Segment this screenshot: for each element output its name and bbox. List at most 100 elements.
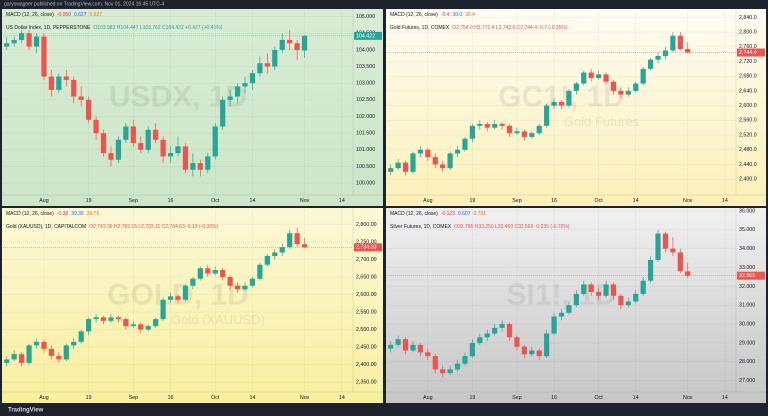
panel-background	[2, 9, 383, 206]
candle-body	[153, 319, 159, 327]
candle-body	[685, 271, 691, 276]
candle-body	[596, 292, 602, 296]
candle-body	[506, 125, 513, 134]
candle-body	[11, 39, 17, 44]
macd-value: -0.123	[441, 211, 455, 217]
y-tick-label: 2,650.00	[356, 274, 377, 280]
candle-body	[603, 284, 609, 296]
candle-body	[588, 72, 594, 79]
candle-body	[108, 317, 114, 321]
candle-body	[175, 146, 181, 154]
y-tick-label: 2,480.0	[739, 147, 757, 153]
candle-body	[499, 124, 505, 126]
candle-body	[234, 285, 241, 290]
candle-body	[264, 255, 270, 265]
candle-body	[33, 36, 40, 47]
macd-value: -0.050	[57, 12, 71, 18]
x-tick-label: Oct	[595, 198, 604, 204]
candle-body	[100, 317, 107, 321]
y-tick-label: 2,720.0	[739, 59, 757, 65]
candle-body	[402, 339, 409, 351]
candle-body	[662, 233, 669, 249]
x-tick-label: Oct	[211, 395, 220, 401]
candle-body	[160, 139, 166, 157]
candle-body	[544, 105, 550, 126]
y-tick-label: 2,500.00	[356, 327, 377, 333]
candle-body	[440, 369, 446, 374]
candle-body	[4, 359, 10, 363]
x-tick-label: 16	[168, 395, 174, 401]
candle-body	[160, 299, 166, 320]
macd-header: MACD (12, 26, close) -0.4 36.0 36.4	[390, 12, 475, 18]
candle-body	[227, 277, 233, 286]
candle-body	[138, 324, 144, 330]
candle-body	[93, 119, 99, 134]
candle-body	[242, 83, 248, 87]
candle-body	[257, 63, 263, 74]
x-tick-label: 14	[250, 395, 256, 401]
candle-body	[41, 341, 47, 349]
y-tick-label: 103.500	[356, 64, 375, 70]
candle-body	[596, 74, 602, 79]
symbol-header: Gold Futures, 1D, COMEX O2,754.0 H2,772.4…	[390, 25, 568, 31]
y-tick-label: 2,800.0	[739, 29, 757, 35]
candle-body	[190, 163, 196, 170]
x-tick-label: Nov	[683, 395, 693, 401]
candle-body	[63, 76, 69, 80]
candle-body	[272, 252, 278, 256]
x-tick-label: Aug	[39, 395, 48, 401]
x-tick-label: 16	[551, 395, 557, 401]
candle-body	[625, 90, 631, 95]
candle-body	[410, 153, 416, 172]
y-tick-label: 27.000	[739, 378, 755, 384]
candle-body	[33, 341, 40, 346]
candle-body	[551, 316, 557, 334]
candle-body	[41, 36, 47, 77]
x-tick-label: Nov	[300, 198, 310, 204]
macd-value: 39.39	[71, 211, 84, 217]
candle-body	[205, 268, 211, 274]
candle-body	[454, 363, 461, 370]
y-tick-label: 100.500	[356, 164, 375, 170]
x-tick-label: 14	[633, 198, 639, 204]
candle-body	[48, 348, 55, 356]
candle-body	[610, 284, 617, 296]
price-tag-label: 32.565	[739, 273, 755, 279]
candle-body	[529, 350, 535, 355]
candle-body	[11, 354, 17, 360]
candle-body	[492, 124, 498, 128]
y-tick-label: 2,700.00	[356, 257, 377, 263]
candle-body	[425, 352, 431, 357]
candle-body	[182, 285, 189, 300]
y-tick-label: 2,680.0	[739, 74, 757, 80]
candle-body	[227, 96, 233, 100]
y-tick-label: 29.000	[739, 340, 755, 346]
panel-background	[386, 9, 766, 206]
macd-label: MACD (12, 26, close)	[6, 211, 54, 217]
candle-body	[677, 252, 683, 272]
y-tick-label: 35.000	[739, 227, 755, 233]
candle-body	[395, 339, 401, 345]
price-tag-label: 2,744.4	[739, 50, 757, 56]
candle-body	[640, 280, 646, 294]
symbol-header: US Dollar Index, 1D, PEPPERSTONE O103.982…	[6, 25, 223, 31]
candle-body	[190, 278, 196, 286]
y-tick-label: 36.000	[739, 208, 755, 214]
candle-body	[249, 73, 256, 84]
ohlc-values: O2,743.36 H2,762.15 L2,733.11 C2,734.63 …	[89, 224, 218, 230]
candle-body	[130, 324, 136, 327]
candle-body	[279, 39, 285, 50]
candle-body	[447, 153, 453, 169]
candle-body	[544, 333, 550, 357]
candle-body	[19, 354, 25, 363]
y-tick-label: 2,840.0	[739, 15, 757, 21]
symbol-header: Silver Futures, 1D, COMEX O32.795 H33.250…	[390, 224, 570, 230]
macd-header: MACD (12, 26, close) -0.38 39.39 39.76	[6, 211, 99, 217]
macd-value: 0.627	[90, 12, 103, 18]
candle-body	[581, 284, 587, 294]
candle-body	[432, 157, 438, 165]
candle-body	[71, 79, 77, 97]
candle-body	[566, 305, 572, 313]
y-tick-label: 104.000	[356, 47, 375, 53]
